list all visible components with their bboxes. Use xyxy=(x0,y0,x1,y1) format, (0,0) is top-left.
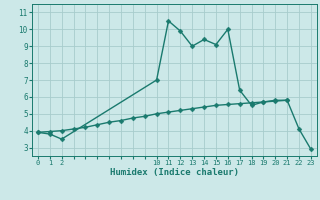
X-axis label: Humidex (Indice chaleur): Humidex (Indice chaleur) xyxy=(110,168,239,177)
